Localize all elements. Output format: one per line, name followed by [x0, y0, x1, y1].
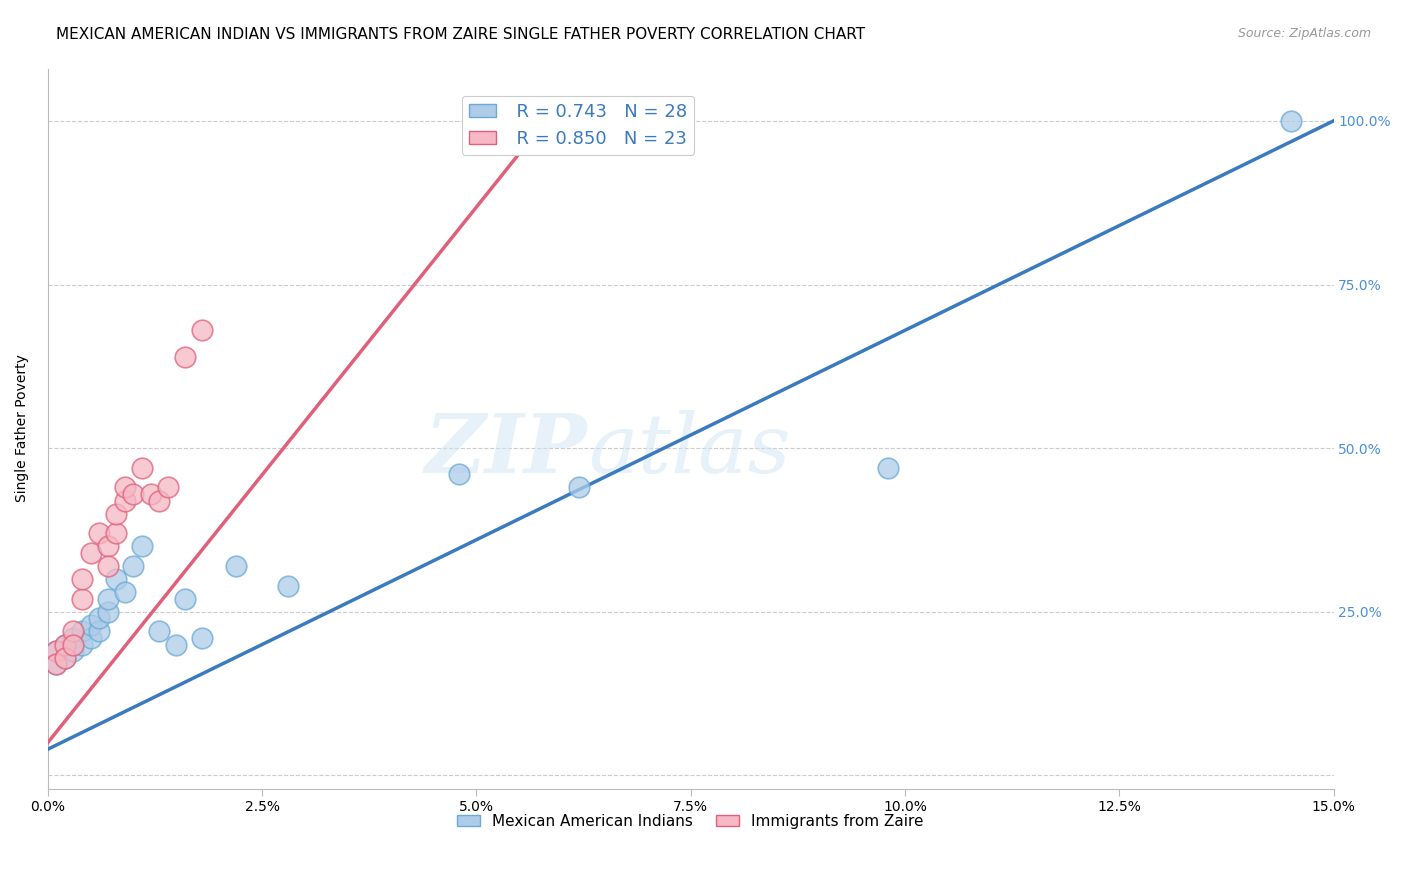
- Point: [53, 638, 76, 652]
- Point: [148, 624, 170, 639]
- Point: [45, 644, 67, 658]
- Point: [89, 624, 111, 639]
- Point: [45, 644, 67, 658]
- Point: [148, 493, 170, 508]
- Point: [449, 467, 471, 482]
- Point: [70, 638, 93, 652]
- Point: [105, 507, 128, 521]
- Point: [191, 323, 214, 337]
- Point: [131, 460, 153, 475]
- Point: [97, 605, 120, 619]
- Point: [165, 638, 187, 652]
- Y-axis label: Single Father Poverty: Single Father Poverty: [15, 355, 30, 502]
- Text: ZIP: ZIP: [425, 410, 588, 490]
- Point: [79, 546, 101, 560]
- Point: [97, 559, 120, 574]
- Point: [70, 572, 93, 586]
- Point: [53, 638, 76, 652]
- Point: [174, 350, 197, 364]
- Point: [70, 591, 93, 606]
- Point: [53, 650, 76, 665]
- Point: [1279, 114, 1302, 128]
- Point: [139, 487, 162, 501]
- Point: [122, 559, 145, 574]
- Point: [79, 631, 101, 645]
- Point: [122, 487, 145, 501]
- Point: [277, 579, 299, 593]
- Point: [191, 631, 214, 645]
- Text: atlas: atlas: [588, 410, 790, 490]
- Point: [53, 650, 76, 665]
- Point: [174, 591, 197, 606]
- Point: [105, 572, 128, 586]
- Point: [225, 559, 247, 574]
- Text: Source: ZipAtlas.com: Source: ZipAtlas.com: [1237, 27, 1371, 40]
- Point: [45, 657, 67, 672]
- Point: [62, 644, 84, 658]
- Point: [89, 526, 111, 541]
- Point: [876, 460, 898, 475]
- Point: [62, 624, 84, 639]
- Point: [114, 493, 136, 508]
- Point: [114, 480, 136, 494]
- Point: [45, 657, 67, 672]
- Point: [97, 539, 120, 553]
- Point: [97, 591, 120, 606]
- Point: [131, 539, 153, 553]
- Point: [62, 638, 84, 652]
- Point: [105, 526, 128, 541]
- Point: [156, 480, 179, 494]
- Point: [568, 480, 591, 494]
- Text: MEXICAN AMERICAN INDIAN VS IMMIGRANTS FROM ZAIRE SINGLE FATHER POVERTY CORRELATI: MEXICAN AMERICAN INDIAN VS IMMIGRANTS FR…: [56, 27, 865, 42]
- Point: [114, 585, 136, 599]
- Legend: Mexican American Indians, Immigrants from Zaire: Mexican American Indians, Immigrants fro…: [451, 807, 929, 835]
- Point: [79, 618, 101, 632]
- Point: [89, 611, 111, 625]
- Point: [70, 624, 93, 639]
- Point: [62, 631, 84, 645]
